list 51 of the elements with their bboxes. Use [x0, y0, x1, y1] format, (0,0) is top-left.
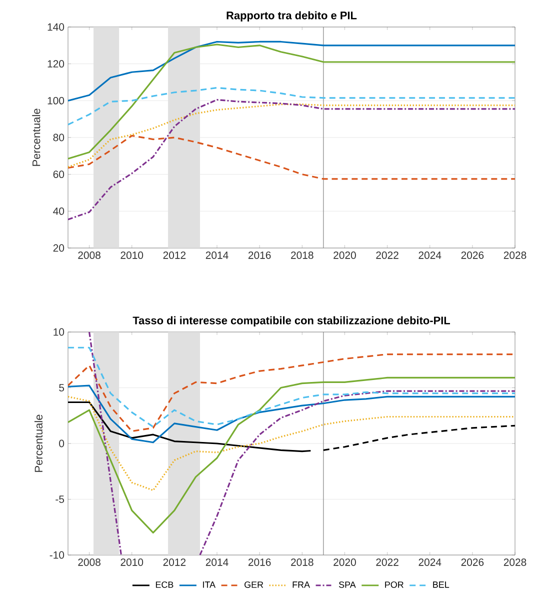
x-tick-label: 2020: [334, 558, 356, 566]
y-tick-label: -5: [56, 496, 64, 503]
x-tick-label: 2014: [206, 558, 228, 566]
y-tick-label: 120: [48, 60, 64, 68]
x-tick-label: 2010: [120, 252, 144, 259]
y-axis-title: Percentuale: [34, 414, 43, 472]
x-tick-label: 2024: [418, 252, 442, 259]
legend-label: POR: [385, 581, 404, 588]
x-tick-label: 2012: [163, 558, 186, 566]
x-tick-label: 2010: [120, 558, 144, 566]
x-tick-label: 2028: [504, 252, 526, 259]
x-tick-label: 2008: [78, 558, 100, 566]
legend-label: SPA: [338, 581, 356, 588]
chart-title: Tasso di interesse compatibile con stabilizzazione debito-PIL: [132, 316, 450, 326]
legend-label: BEL: [433, 582, 450, 588]
y-tick-label: 80: [53, 134, 64, 142]
x-tick-label: 2016: [248, 558, 271, 566]
legend-label: FRA: [292, 582, 310, 588]
y-tick-label: 100: [48, 96, 64, 104]
x-tick-label: 2022: [376, 558, 398, 566]
y-tick-label: 10: [54, 328, 64, 336]
y-tick-label: 140: [48, 23, 64, 31]
y-axis-title: Percentuale: [32, 108, 40, 166]
y-tick-label: 0: [59, 440, 64, 448]
legend-label: GER: [244, 581, 264, 588]
y-tick-label: 60: [53, 170, 64, 178]
x-tick-label: 2028: [504, 558, 526, 566]
line-series: [68, 376, 516, 534]
x-tick-label: 2026: [461, 252, 484, 259]
x-tick-label: 2018: [291, 252, 314, 259]
x-tick-label: 2026: [461, 558, 484, 566]
line-series: [68, 104, 516, 168]
legend-label: ECB: [156, 581, 174, 588]
line-series: [68, 40, 516, 102]
x-tick-label: 2024: [418, 558, 442, 566]
x-tick-label: 2012: [163, 252, 186, 259]
x-tick-label: 2022: [376, 252, 398, 259]
y-tick-label: 5: [59, 384, 64, 392]
x-tick-label: 2014: [206, 252, 228, 259]
x-tick-label: 2016: [248, 252, 271, 259]
line-series: [68, 86, 516, 126]
legend-label: ITA: [203, 582, 216, 588]
x-tick-label: 2018: [291, 558, 314, 566]
y-tick-label: 20: [53, 244, 64, 252]
line-series: [68, 401, 312, 452]
line-series: [68, 98, 516, 220]
chart-title: Rapporto tra debito e PIL: [226, 11, 357, 22]
x-tick-label: 2020: [334, 252, 356, 259]
y-tick-label: -10: [50, 551, 64, 559]
y-tick-label: 40: [53, 207, 64, 215]
x-tick-label: 2008: [78, 252, 100, 259]
